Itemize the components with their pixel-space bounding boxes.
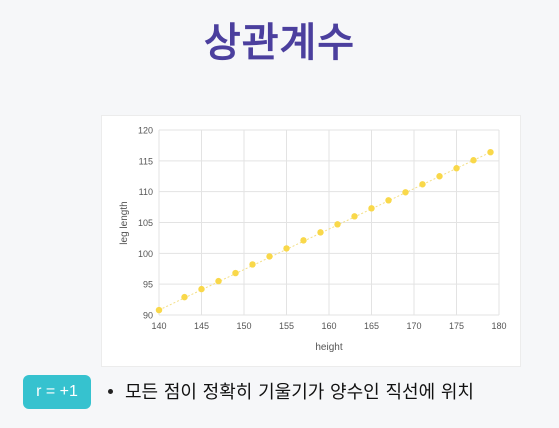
data-point <box>249 261 256 268</box>
data-point <box>487 149 494 156</box>
chart-svg: 90 95 100 105 110 115 120 140 145 150 155 160 165 170… <box>119 126 507 354</box>
point-layer <box>155 149 494 314</box>
bullet-item: 모든 점이 정확히 기울기가 양수인 직선에 위치 <box>108 378 474 404</box>
trend-layer <box>158 151 491 311</box>
bullet-text: 모든 점이 정확히 기울기가 양수인 직선에 위치 <box>125 382 474 403</box>
grid-layer <box>158 129 500 316</box>
x-tick-label: 165 <box>364 321 379 331</box>
data-point <box>155 306 163 314</box>
y-tick-label: 115 <box>139 156 153 166</box>
data-point <box>470 157 477 164</box>
data-point <box>351 213 358 220</box>
y-tick-label: 120 <box>138 126 153 136</box>
data-point <box>368 205 375 212</box>
bullet-dot-icon <box>108 388 113 394</box>
x-tick-label: 150 <box>236 321 251 331</box>
x-axis-label: height <box>315 342 342 353</box>
y-tick-label: 110 <box>139 187 153 197</box>
x-tick-label: 175 <box>449 321 464 331</box>
y-tick-label: 90 <box>143 311 153 321</box>
slide-title: 상관계수 <box>203 20 356 66</box>
data-point <box>198 285 205 293</box>
x-tick-label: 170 <box>406 321 421 331</box>
trend-line <box>158 151 491 311</box>
x-tick-label: 180 <box>491 321 506 331</box>
y-tick-label: 95 <box>143 280 153 290</box>
x-tick-label: 155 <box>279 321 294 331</box>
y-axis-label: leg length <box>119 201 130 244</box>
data-point <box>181 293 188 301</box>
x-tick-label: 160 <box>321 321 336 331</box>
data-point <box>385 197 392 204</box>
data-point <box>232 269 239 277</box>
data-point <box>334 221 341 228</box>
data-point <box>283 245 290 252</box>
data-point <box>300 237 307 244</box>
data-point <box>453 165 460 172</box>
data-point <box>402 189 409 196</box>
scatter-chart: 90 95 100 105 110 115 120 140 145 150 155 160 165 170… <box>101 115 521 367</box>
y-tick-label: 105 <box>138 218 153 228</box>
data-point <box>215 277 222 285</box>
data-point <box>419 181 426 188</box>
x-tick-label: 140 <box>151 321 166 331</box>
correlation-badge: r = +1 <box>23 375 91 409</box>
data-point <box>317 229 324 236</box>
tick-layer: 90 95 100 105 110 115 120 140 145 150 155 160 165 170… <box>138 126 507 332</box>
y-tick-label: 100 <box>138 249 153 259</box>
data-point <box>436 173 443 180</box>
x-tick-label: 145 <box>194 321 209 331</box>
data-point <box>266 253 273 260</box>
